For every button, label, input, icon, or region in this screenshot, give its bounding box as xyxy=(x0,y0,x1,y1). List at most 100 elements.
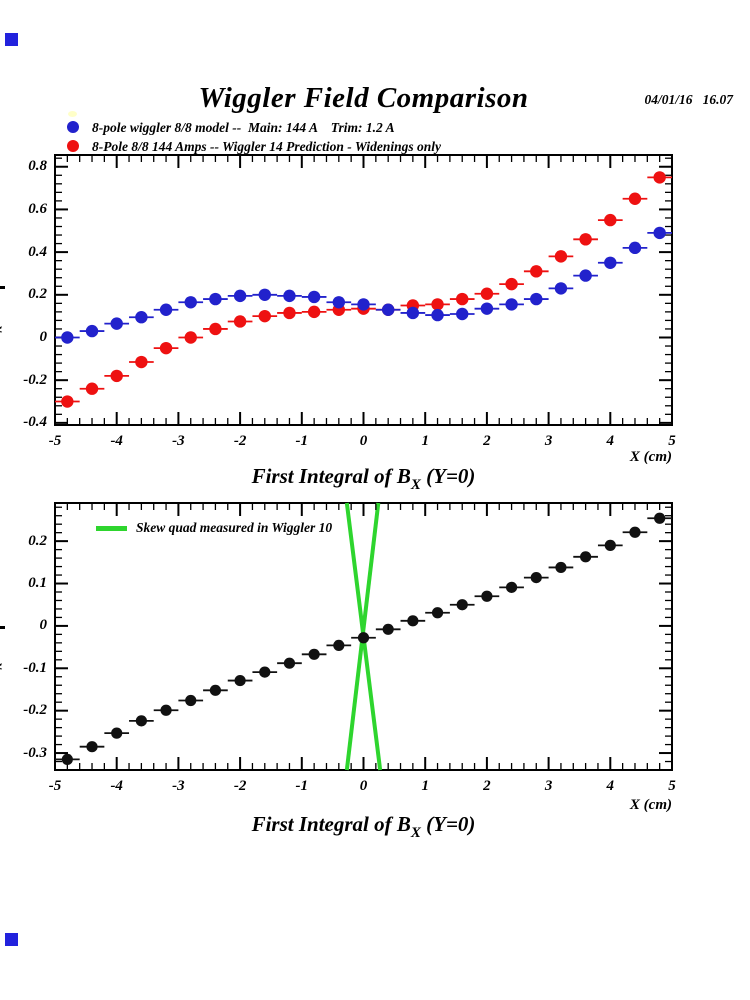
x-tick-label: 3 xyxy=(544,778,553,794)
y-tick-label: 0.6 xyxy=(28,200,47,217)
y-tick-label: -0.1 xyxy=(23,659,47,676)
y-axis-label-fragment-bottom xyxy=(0,626,5,629)
data-point xyxy=(381,303,395,316)
data-point xyxy=(110,317,123,330)
data-point xyxy=(111,727,123,739)
x-tick-label: -3 xyxy=(172,778,185,794)
data-point xyxy=(530,265,543,278)
data-point xyxy=(653,226,666,240)
data-point xyxy=(604,539,616,551)
artifact-blue-square-bottom-left xyxy=(5,933,18,946)
data-point xyxy=(61,753,73,766)
y-tick-label: -0.2 xyxy=(23,371,47,388)
y-axis-label-fragment-top-x: x xyxy=(0,326,7,333)
y-tick-label: -0.3 xyxy=(23,744,47,761)
data-point xyxy=(307,305,321,319)
legend-item-red: 8-Pole 8/8 144 Amps -- Wiggler 14 Predic… xyxy=(92,139,442,154)
legend-marker-red xyxy=(67,140,79,152)
y-tick-label: 0 xyxy=(39,617,48,634)
data-point xyxy=(283,657,296,669)
data-point xyxy=(653,171,666,184)
x-tick-label: -5 xyxy=(48,433,62,449)
artifact-yellow-dot xyxy=(68,111,77,117)
data-point xyxy=(283,289,296,303)
data-point xyxy=(628,192,642,205)
data-point xyxy=(160,704,172,716)
data-point xyxy=(332,296,346,309)
data-point xyxy=(456,307,469,321)
legend-marker-blue xyxy=(67,121,79,133)
data-point xyxy=(135,355,148,369)
y-tick-label: 0.2 xyxy=(28,532,47,549)
data-point xyxy=(307,290,321,304)
x-tick-label: -4 xyxy=(110,778,123,794)
x-tick-label: -2 xyxy=(233,778,247,794)
x-tick-label: -1 xyxy=(295,778,309,794)
artifact-blue-square-top-left xyxy=(5,33,18,46)
data-point xyxy=(530,571,542,584)
data-point xyxy=(604,256,617,269)
data-point xyxy=(61,395,74,408)
data-point xyxy=(61,331,74,344)
data-point xyxy=(234,674,246,687)
data-point xyxy=(209,684,222,696)
data-point xyxy=(357,632,370,644)
data-point xyxy=(554,250,568,263)
y-tick-label: -0.2 xyxy=(23,702,47,719)
data-point xyxy=(654,512,666,524)
data-point xyxy=(159,341,173,355)
data-point xyxy=(184,331,197,344)
x-tick-label: 1 xyxy=(421,778,429,794)
top-plot-frame xyxy=(54,154,673,426)
data-point xyxy=(333,639,345,652)
data-point xyxy=(209,322,222,336)
y-tick-label: 0.1 xyxy=(28,575,47,592)
x-tick-label: -3 xyxy=(172,433,185,449)
x-axis-label-bottom: X (cm) xyxy=(629,797,672,813)
data-point xyxy=(456,599,468,611)
y-tick-label: 0 xyxy=(39,328,48,345)
data-point xyxy=(209,292,222,306)
legend-item-blue: 8-pole wiggler 8/8 model -- Main: 144 A … xyxy=(92,120,395,135)
data-point xyxy=(505,581,518,593)
data-point xyxy=(135,715,147,727)
subtitle-suffix: (Y=0) xyxy=(420,812,476,836)
data-point xyxy=(135,311,148,324)
data-point xyxy=(233,315,247,328)
data-point xyxy=(431,308,444,322)
data-point xyxy=(604,213,617,227)
page-title: Wiggler Field Comparison xyxy=(198,82,529,114)
legend-item-skew-quad: Skew quad measured in Wiggler 10 xyxy=(136,520,333,535)
bottom-plot-frame xyxy=(54,502,673,771)
data-point xyxy=(481,590,493,602)
data-point xyxy=(579,233,592,246)
y-tick-label: 0.8 xyxy=(28,158,47,175)
data-point xyxy=(629,526,641,538)
plot-subtitle-bottom: First Integral of BX (Y=0) xyxy=(55,812,672,841)
data-point xyxy=(480,302,494,315)
data-point xyxy=(407,615,419,627)
data-point xyxy=(555,561,567,574)
y-axis-label-fragment-top xyxy=(0,286,5,289)
plot-subtitle-top: First Integral of BX (Y=0) xyxy=(55,464,672,493)
data-point xyxy=(357,298,370,311)
data-series xyxy=(55,171,672,408)
data-point xyxy=(530,292,543,306)
data-point xyxy=(382,623,394,635)
x-tick-label: 5 xyxy=(668,778,676,794)
data-point xyxy=(258,288,271,302)
x-tick-label: 1 xyxy=(421,433,429,449)
subtitle-text: First Integral of B xyxy=(251,464,411,488)
data-point xyxy=(185,694,197,707)
x-tick-label: 4 xyxy=(606,433,615,449)
data-point xyxy=(406,306,420,320)
data-point xyxy=(579,269,592,282)
data-point xyxy=(85,382,99,395)
data-point xyxy=(505,298,518,311)
data-point xyxy=(628,241,642,255)
x-tick-label: 2 xyxy=(483,433,491,449)
data-point xyxy=(456,292,469,306)
data-point xyxy=(554,282,568,295)
